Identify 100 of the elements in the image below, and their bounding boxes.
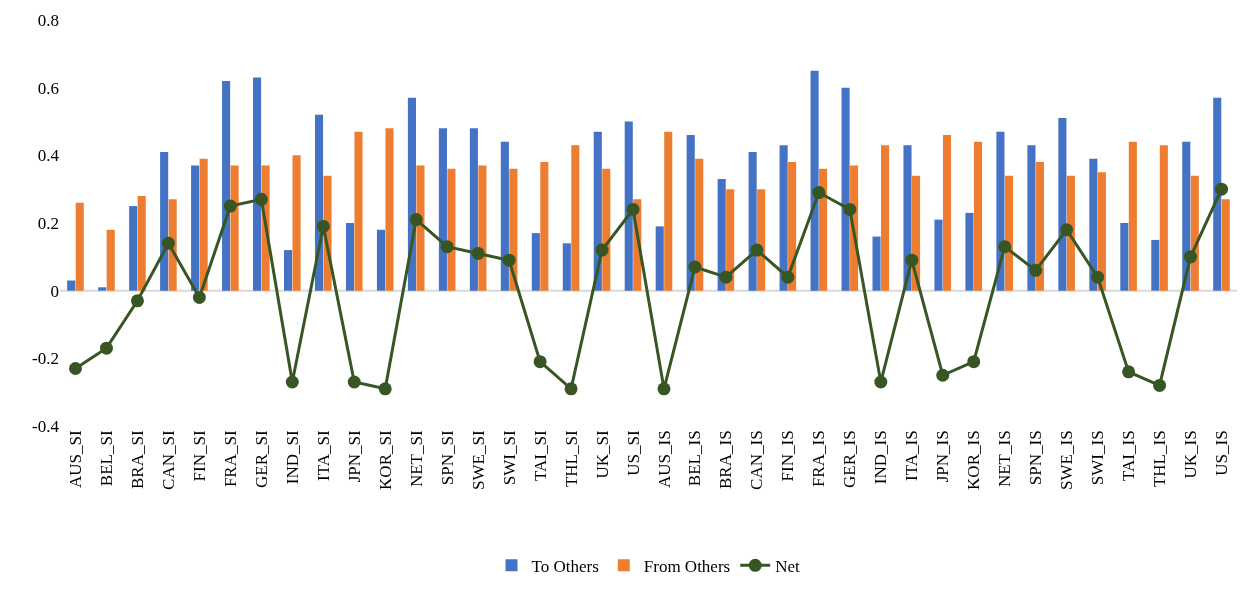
bar (1151, 239, 1160, 291)
point (595, 243, 609, 257)
x-tick-label: BRA_SI (127, 430, 147, 489)
x-tick-label: BEL_SI (96, 430, 116, 487)
x-tick-label: BRA_IS (716, 430, 736, 489)
point (471, 246, 485, 260)
bar (292, 155, 301, 291)
point (936, 368, 950, 382)
x-tick-label: NET_SI (406, 430, 426, 488)
bar (717, 179, 726, 291)
x-tick-label: TAI_IS (1119, 430, 1139, 481)
x-tick-label: ITA_SI (313, 430, 333, 481)
x-tick-label: UK_IS (1181, 430, 1201, 479)
point (254, 192, 268, 206)
legend-label: To Others (531, 556, 599, 576)
bar (438, 128, 447, 291)
y-tick-label: 0.2 (37, 213, 59, 233)
bar (222, 80, 231, 291)
point (440, 240, 454, 254)
bar (478, 165, 487, 291)
bar (416, 165, 425, 291)
point (719, 270, 733, 284)
bar (1027, 145, 1036, 291)
y-tick-label: 0 (50, 281, 59, 301)
bar (376, 229, 386, 291)
x-tick-label: AUS_SI (66, 430, 86, 489)
point (1122, 365, 1136, 379)
bar (571, 145, 580, 291)
x-tick-label: FRA_SI (220, 430, 240, 488)
bar (872, 236, 881, 291)
bar (819, 168, 828, 291)
legend-label: From Others (643, 556, 731, 576)
point (1153, 378, 1167, 392)
bar (253, 77, 262, 291)
point (812, 186, 826, 200)
bar (1035, 162, 1044, 291)
point (130, 294, 144, 308)
point (502, 253, 516, 267)
bar (75, 202, 84, 291)
bar (160, 151, 169, 291)
point (1091, 270, 1105, 284)
y-tick-label: -0.2 (32, 349, 59, 369)
x-tick-label: JPN_IS (933, 430, 953, 483)
x-tick-label: TAI_SI (530, 430, 550, 481)
point (564, 382, 578, 396)
bar (1058, 118, 1067, 291)
bar (602, 168, 611, 291)
bar (137, 195, 146, 291)
bar (540, 162, 549, 291)
bar (748, 151, 757, 291)
bar (1159, 145, 1168, 291)
x-tick-label: AUS_IS (654, 430, 674, 489)
point (378, 382, 392, 396)
point (626, 202, 640, 216)
point (533, 355, 547, 369)
bar (230, 165, 239, 291)
bar (624, 121, 633, 291)
point (998, 240, 1012, 254)
point (223, 199, 237, 213)
point (69, 361, 82, 375)
x-tick-label: GER_IS (840, 430, 860, 489)
x-tick-label: CAN_IS (747, 430, 767, 490)
bar (973, 141, 983, 291)
point (1029, 263, 1043, 277)
bar (284, 250, 293, 291)
point (688, 260, 702, 274)
bar (531, 233, 540, 291)
bar (1120, 223, 1129, 291)
bar (345, 223, 355, 291)
bar (655, 226, 664, 291)
bar (1213, 97, 1222, 291)
point (316, 219, 330, 233)
x-tick-label: SWE_IS (1057, 430, 1077, 490)
y-tick-label: -0.4 (32, 416, 60, 436)
point (781, 270, 795, 284)
bar (779, 145, 788, 291)
y-tick-label: 0.6 (37, 78, 59, 98)
point (347, 375, 361, 389)
point (843, 202, 857, 216)
bar (1097, 172, 1106, 291)
point (409, 213, 423, 227)
x-tick-label: SWE_SI (468, 430, 488, 490)
x-tick-label: FIN_IS (778, 430, 798, 482)
x-tick-label: US_SI (623, 430, 643, 476)
x-tick-label: IND_IS (871, 430, 891, 485)
x-tick-label: BEL_IS (685, 430, 705, 487)
point (905, 253, 919, 267)
x-tick-label: SWI_IS (1088, 430, 1108, 486)
bar (965, 212, 974, 291)
bar (664, 131, 673, 291)
y-tick-label: 0.8 (37, 10, 59, 30)
x-tick-label: SPN_IS (1026, 430, 1046, 486)
bar (354, 131, 363, 291)
bar (67, 280, 76, 291)
point (1215, 182, 1229, 196)
x-tick-label: SWI_SI (499, 430, 519, 486)
point (161, 236, 175, 250)
x-tick-label: ITA_IS (902, 430, 922, 481)
y-tick-label: 0.4 (37, 146, 60, 166)
bar (562, 243, 571, 291)
